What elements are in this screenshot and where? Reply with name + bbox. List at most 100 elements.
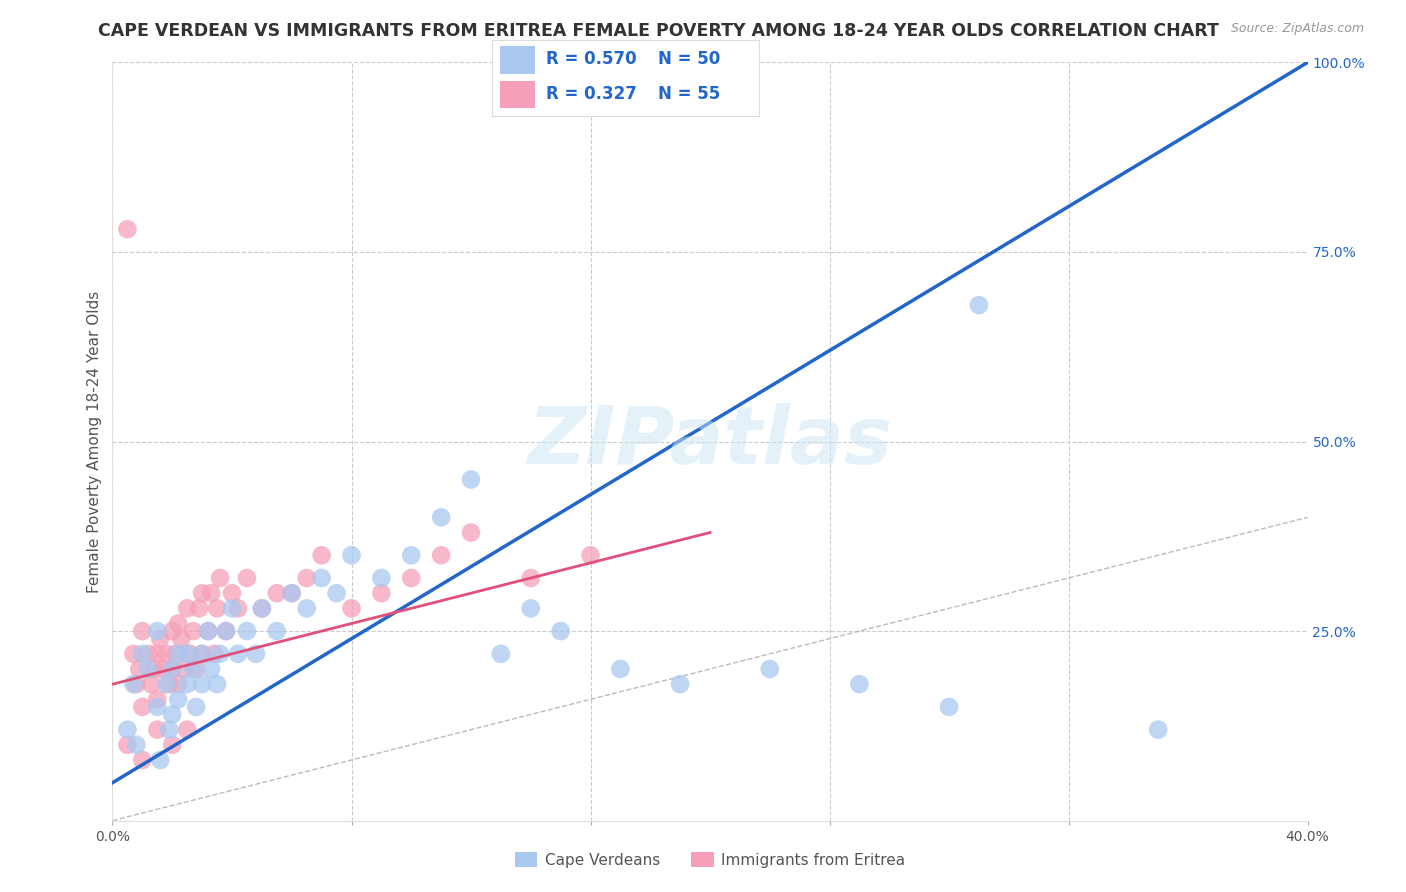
Point: [281, 586, 304, 600]
Point: [131, 624, 153, 639]
Point: [186, 699, 208, 714]
Point: [295, 601, 318, 615]
Point: [197, 624, 219, 639]
Point: [266, 586, 288, 600]
Bar: [501, 81, 534, 109]
Point: [245, 647, 267, 661]
Point: [325, 586, 347, 600]
Point: [188, 601, 211, 615]
Point: [176, 601, 198, 615]
Point: [340, 548, 363, 563]
Point: [205, 601, 228, 615]
Point: [167, 616, 190, 631]
Point: [209, 571, 232, 585]
Text: N = 50: N = 50: [658, 51, 720, 69]
Point: [167, 677, 190, 691]
Text: R = 0.327: R = 0.327: [546, 86, 637, 103]
Point: [669, 677, 692, 691]
Point: [266, 624, 288, 639]
Point: [191, 586, 214, 600]
Point: [430, 548, 453, 563]
Text: N = 55: N = 55: [658, 86, 720, 103]
Point: [401, 571, 423, 585]
Point: [125, 738, 148, 752]
Point: [215, 624, 238, 639]
Point: [200, 586, 222, 600]
Text: R = 0.570: R = 0.570: [546, 51, 636, 69]
Point: [848, 677, 870, 691]
Point: [157, 677, 180, 691]
Point: [250, 601, 273, 615]
Point: [152, 662, 174, 676]
Point: [141, 677, 163, 691]
Point: [295, 571, 318, 585]
Point: [162, 707, 183, 722]
Point: [579, 548, 602, 563]
Point: [176, 647, 198, 661]
Point: [191, 647, 214, 661]
Point: [162, 662, 183, 676]
Point: [236, 624, 259, 639]
Point: [205, 677, 228, 691]
Point: [401, 548, 423, 563]
Point: [520, 571, 543, 585]
Point: [236, 571, 259, 585]
Legend: Cape Verdeans, Immigrants from Eritrea: Cape Verdeans, Immigrants from Eritrea: [509, 846, 911, 873]
Point: [155, 677, 177, 691]
Point: [125, 677, 148, 691]
Point: [430, 510, 453, 524]
Point: [122, 647, 145, 661]
Point: [179, 647, 201, 661]
Point: [149, 753, 172, 767]
Point: [167, 692, 190, 706]
Point: [131, 647, 153, 661]
Point: [221, 601, 243, 615]
Point: [550, 624, 572, 639]
Point: [138, 662, 160, 676]
Point: [370, 571, 392, 585]
Point: [157, 723, 180, 737]
Point: [191, 677, 214, 691]
Point: [146, 723, 169, 737]
Point: [200, 662, 222, 676]
Point: [209, 647, 232, 661]
Point: [226, 601, 249, 615]
Point: [117, 723, 139, 737]
Point: [155, 647, 177, 661]
Point: [938, 699, 960, 714]
Point: [609, 662, 631, 676]
Point: [520, 601, 543, 615]
Point: [149, 632, 172, 646]
Point: [489, 647, 512, 661]
Point: [250, 601, 273, 615]
Point: [181, 662, 204, 676]
Point: [131, 699, 153, 714]
Point: [460, 473, 482, 487]
Point: [138, 647, 160, 661]
Point: [131, 753, 153, 767]
Point: [967, 298, 990, 312]
Point: [128, 662, 150, 676]
Point: [191, 647, 214, 661]
Text: Source: ZipAtlas.com: Source: ZipAtlas.com: [1230, 22, 1364, 36]
Point: [226, 647, 249, 661]
Text: CAPE VERDEAN VS IMMIGRANTS FROM ERITREA FEMALE POVERTY AMONG 18-24 YEAR OLDS COR: CAPE VERDEAN VS IMMIGRANTS FROM ERITREA …: [98, 22, 1219, 40]
Bar: [501, 46, 534, 73]
Point: [202, 647, 225, 661]
Point: [311, 548, 333, 563]
Point: [167, 647, 190, 661]
Y-axis label: Female Poverty Among 18-24 Year Olds: Female Poverty Among 18-24 Year Olds: [87, 291, 103, 592]
Point: [122, 677, 145, 691]
Point: [221, 586, 243, 600]
Point: [143, 662, 166, 676]
Point: [215, 624, 238, 639]
Point: [146, 699, 169, 714]
Point: [1147, 723, 1170, 737]
Point: [117, 222, 139, 236]
Point: [759, 662, 782, 676]
Point: [181, 624, 204, 639]
Point: [460, 525, 482, 540]
Point: [176, 723, 198, 737]
Point: [146, 624, 169, 639]
Point: [197, 624, 219, 639]
